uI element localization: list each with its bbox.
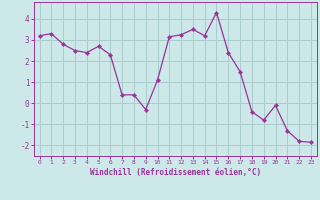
X-axis label: Windchill (Refroidissement éolien,°C): Windchill (Refroidissement éolien,°C) [90,168,261,177]
